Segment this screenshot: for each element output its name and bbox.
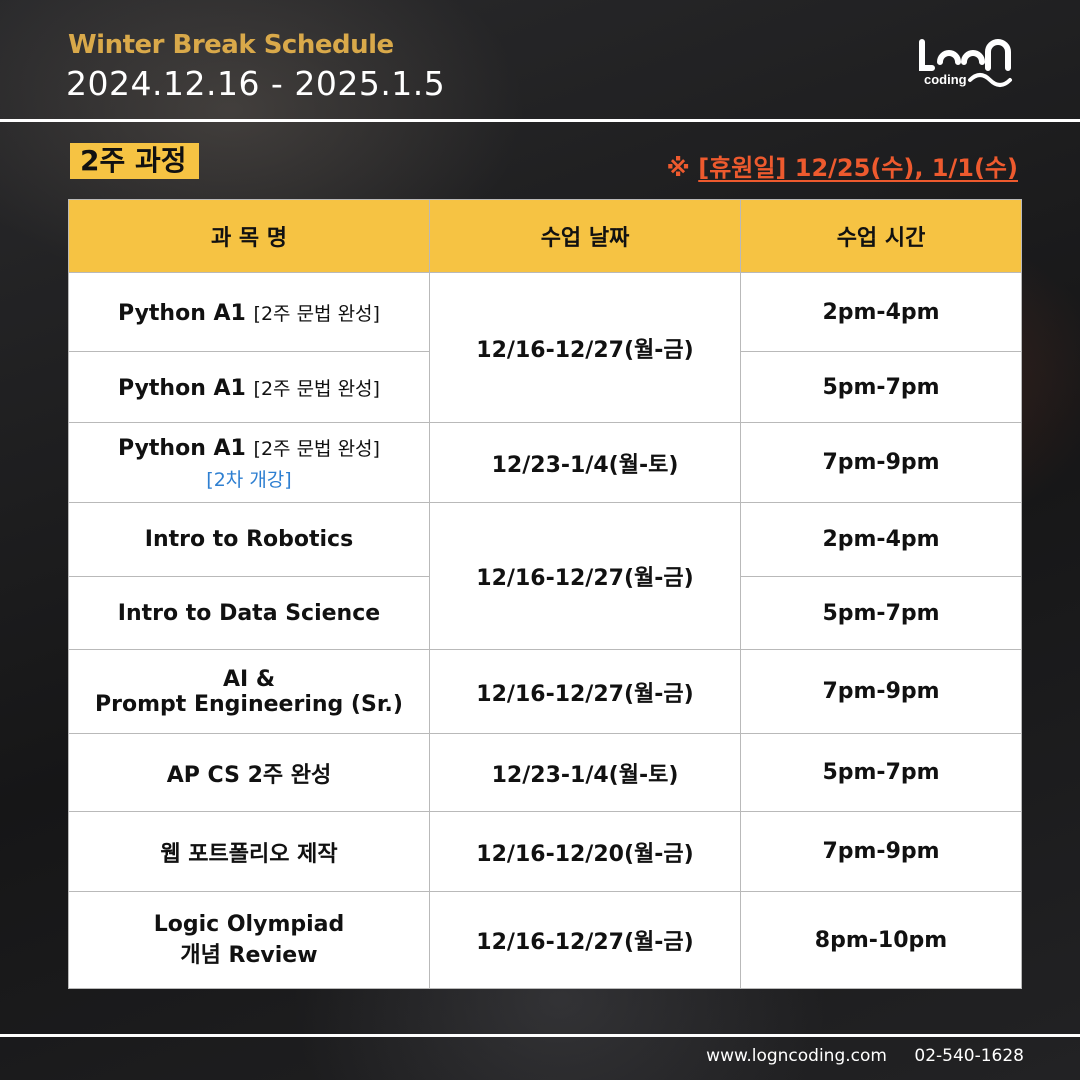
top-divider <box>0 119 1080 122</box>
course-name-cell: Intro to Robotics <box>68 502 430 577</box>
holiday-text: [휴원일] 12/25(수), 1/1(수) <box>698 154 1018 182</box>
table-row: Intro to Robotics 12/16-12/27(월-금) 2pm-4… <box>68 502 1022 650</box>
course-duration-tag: 2주 과정 <box>70 143 199 179</box>
table-row: Python A1 [2주 문법 완성] 5pm-7pm <box>68 351 1022 423</box>
table-row: AI & Prompt Engineering (Sr.) 12/16-12/2… <box>68 649 1022 734</box>
course-name-cell: AP CS 2주 완성 <box>68 733 430 812</box>
table-row: 웹 포트폴리오 제작 12/16-12/20(월-금) 7pm-9pm <box>68 811 1022 892</box>
class-time-cell: 2pm-4pm <box>740 502 1022 577</box>
table-row: Intro to Data Science 5pm-7pm <box>68 576 1022 650</box>
class-time-cell: 2pm-4pm <box>740 272 1022 352</box>
table-row: Python A1 [2주 문법 완성] [2차 개강] 12/23-1/4(월… <box>68 422 1022 503</box>
course-name-line2: 개념 Review <box>180 942 318 968</box>
class-date-cell: 12/16-12/27(월-금) <box>429 649 741 734</box>
bottom-divider <box>0 1034 1080 1037</box>
class-date-cell: 12/16-12/27(월-금) <box>429 502 741 650</box>
course-second-session-note: [2차 개강] <box>206 468 292 491</box>
class-date-cell: 12/23-1/4(월-토) <box>429 733 741 812</box>
class-date-cell: 12/16-12/20(월-금) <box>429 811 741 892</box>
header-class-date: 수업 날짜 <box>429 199 741 273</box>
holiday-mark: ※ <box>666 154 690 182</box>
table-row: Logic Olympiad 개념 Review 12/16-12/27(월-금… <box>68 891 1022 989</box>
course-name-cell: 웹 포트폴리오 제작 <box>68 811 430 892</box>
class-date-cell: 12/23-1/4(월-토) <box>429 422 741 503</box>
holiday-notice: ※ [휴원일] 12/25(수), 1/1(수) <box>667 148 1018 183</box>
course-name: Python A1 <box>118 435 246 461</box>
class-date-cell: 12/16-12/27(월-금) <box>429 272 741 423</box>
footer-contact: www.logncoding.com 02-540-1628 <box>706 1046 1024 1066</box>
phone-number: 02-540-1628 <box>914 1046 1024 1066</box>
course-name-cell: Python A1 [2주 문법 완성] [2차 개강] <box>68 422 430 503</box>
class-time-cell: 8pm-10pm <box>740 891 1022 989</box>
course-name: Python A1 <box>118 375 246 401</box>
course-name-line2: Prompt Engineering (Sr.) <box>95 691 403 717</box>
class-time-cell: 5pm-7pm <box>740 733 1022 812</box>
table-row: AP CS 2주 완성 12/23-1/4(월-토) 5pm-7pm <box>68 733 1022 812</box>
course-note: [2주 문법 완성] <box>253 302 380 325</box>
schedule-title: Winter Break Schedule <box>68 30 394 60</box>
table-header-row: 과 목 명 수업 날짜 수업 시간 <box>68 199 1022 273</box>
header-course-name: 과 목 명 <box>68 199 430 273</box>
course-name-cell: AI & Prompt Engineering (Sr.) <box>68 649 430 734</box>
class-time-cell: 5pm-7pm <box>740 576 1022 650</box>
class-time-cell: 5pm-7pm <box>740 351 1022 423</box>
table-row: Python A1 [2주 문법 완성] 12/16-12/27(월-금) 2p… <box>68 272 1022 423</box>
class-time-cell: 7pm-9pm <box>740 422 1022 503</box>
course-note: [2주 문법 완성] <box>253 377 380 400</box>
course-name-cell: Logic Olympiad 개념 Review <box>68 891 430 989</box>
class-date-cell: 12/16-12/27(월-금) <box>429 891 741 989</box>
course-note: [2주 문법 완성] <box>253 437 380 460</box>
class-time-cell: 7pm-9pm <box>740 811 1022 892</box>
schedule-table: 과 목 명 수업 날짜 수업 시간 Python A1 [2주 문법 완성] 1… <box>68 199 1022 989</box>
schedule-dates: 2024.12.16 - 2025.1.5 <box>66 64 446 103</box>
logncoding-logo: coding <box>919 39 1012 87</box>
logo-text: coding <box>924 72 967 87</box>
course-name-cell: Intro to Data Science <box>68 576 430 650</box>
header-class-time: 수업 시간 <box>740 199 1022 273</box>
course-name: Python A1 <box>118 300 246 326</box>
website-link[interactable]: www.logncoding.com <box>706 1046 887 1066</box>
course-name: AI & <box>222 666 276 692</box>
course-name: Logic Olympiad <box>153 911 345 937</box>
class-time-cell: 7pm-9pm <box>740 649 1022 734</box>
course-name-cell: Python A1 [2주 문법 완성] <box>68 351 430 423</box>
course-name-cell: Python A1 [2주 문법 완성] <box>68 272 430 352</box>
